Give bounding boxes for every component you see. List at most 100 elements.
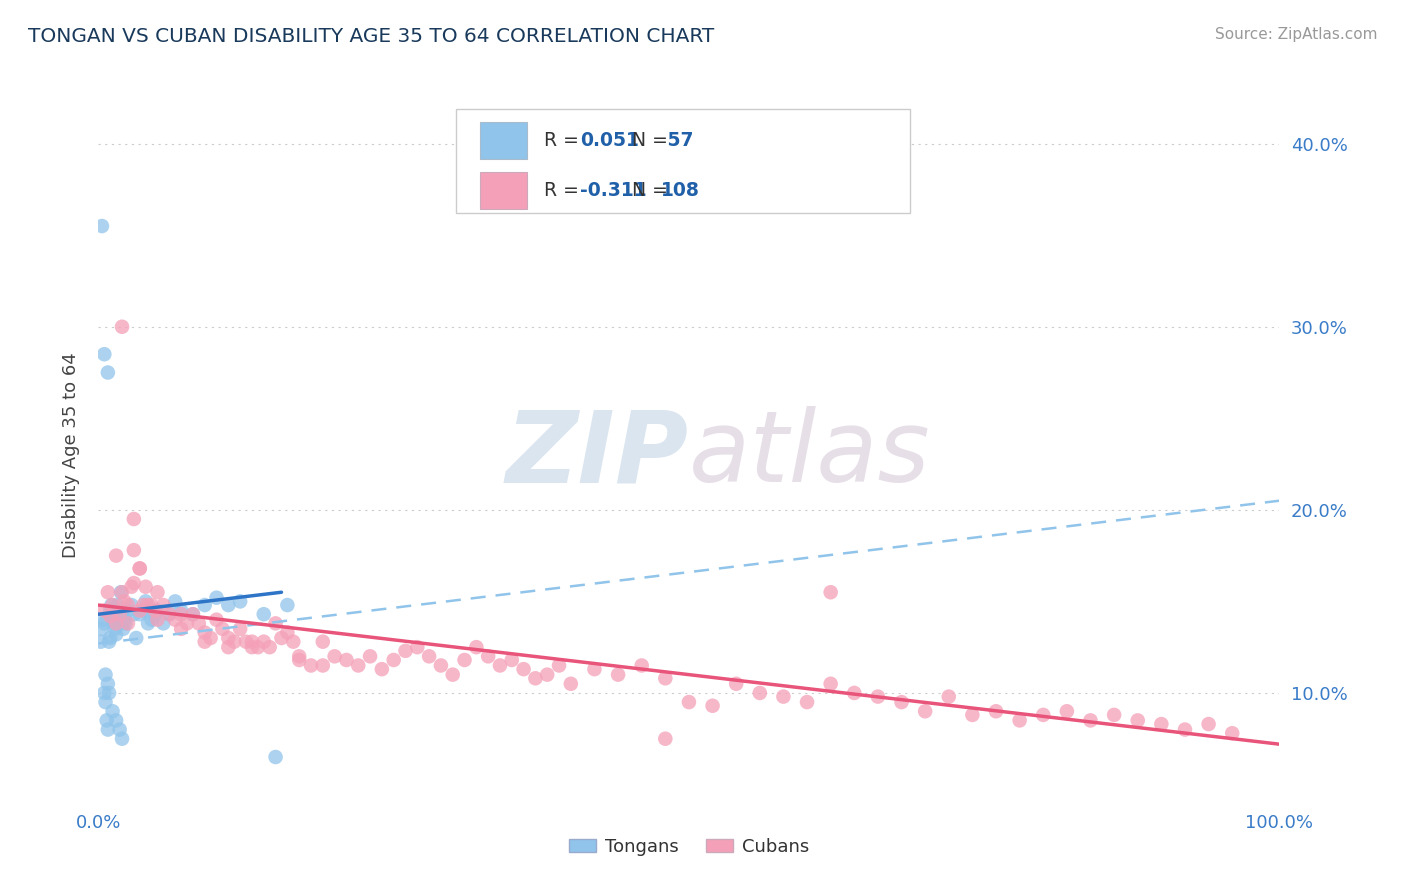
Point	[1174, 723, 1197, 737]
Point	[725, 677, 748, 691]
Point	[122, 543, 145, 558]
Point	[194, 625, 217, 640]
Point	[335, 653, 357, 667]
Point	[264, 616, 287, 631]
Point	[217, 631, 239, 645]
Point	[108, 723, 131, 737]
Point	[205, 613, 228, 627]
Point	[98, 609, 121, 624]
Point	[107, 609, 129, 624]
Point	[477, 649, 499, 664]
Point	[101, 613, 124, 627]
Text: -0.311: -0.311	[579, 181, 647, 200]
Point	[94, 695, 117, 709]
Point	[678, 695, 700, 709]
Point	[1008, 714, 1031, 728]
Point	[93, 347, 115, 361]
Point	[962, 707, 984, 722]
Point	[1080, 714, 1102, 728]
Point	[347, 658, 370, 673]
Point	[98, 603, 121, 617]
Point	[914, 704, 936, 718]
Text: 0.051: 0.051	[579, 131, 638, 150]
Point	[194, 634, 217, 648]
Point	[122, 576, 145, 591]
Point	[246, 640, 269, 655]
Point	[371, 662, 394, 676]
Point	[93, 686, 115, 700]
Point	[93, 603, 115, 617]
Point	[264, 750, 287, 764]
Point	[165, 613, 187, 627]
Point	[94, 667, 117, 681]
Point	[97, 677, 120, 691]
Y-axis label: Disability Age 35 to 64: Disability Age 35 to 64	[62, 352, 80, 558]
Point	[141, 613, 163, 627]
Text: ZIP: ZIP	[506, 407, 689, 503]
Point	[181, 607, 204, 622]
Text: R =: R =	[544, 181, 585, 200]
Point	[512, 662, 534, 676]
Point	[105, 616, 128, 631]
Point	[654, 731, 676, 746]
Point	[111, 731, 134, 746]
Text: R =: R =	[544, 131, 585, 150]
Point	[101, 704, 124, 718]
Point	[97, 723, 120, 737]
Point	[128, 603, 150, 617]
Point	[430, 658, 453, 673]
Point	[117, 603, 139, 617]
Text: atlas: atlas	[689, 407, 931, 503]
Point	[938, 690, 960, 704]
Point	[100, 598, 122, 612]
Point	[104, 622, 127, 636]
Point	[136, 616, 159, 631]
Point	[441, 667, 464, 681]
Point	[122, 512, 145, 526]
Point	[548, 658, 571, 673]
Point	[181, 607, 204, 622]
Point	[283, 634, 305, 648]
Point	[229, 622, 252, 636]
Point	[97, 366, 120, 380]
Point	[187, 616, 209, 631]
Point	[702, 698, 724, 713]
Point	[465, 640, 488, 655]
Point	[1102, 707, 1125, 722]
Point	[146, 603, 169, 617]
Point	[105, 598, 128, 612]
Point	[98, 631, 121, 645]
Point	[108, 616, 131, 631]
Text: N =: N =	[620, 181, 673, 200]
Point	[122, 607, 145, 622]
Point	[112, 594, 135, 608]
Point	[170, 622, 193, 636]
Point	[270, 631, 292, 645]
Point	[276, 598, 298, 612]
Point	[1198, 717, 1220, 731]
Point	[359, 649, 381, 664]
Point	[418, 649, 440, 664]
Point	[91, 613, 114, 627]
Point	[299, 658, 322, 673]
Point	[108, 607, 131, 622]
Point	[165, 594, 187, 608]
Point	[524, 671, 547, 685]
Point	[217, 598, 239, 612]
Point	[630, 658, 652, 673]
Point	[235, 634, 257, 648]
Point	[217, 640, 239, 655]
Point	[844, 686, 866, 700]
Text: Source: ZipAtlas.com: Source: ZipAtlas.com	[1215, 27, 1378, 42]
Point	[98, 686, 121, 700]
Point	[146, 585, 169, 599]
Point	[211, 622, 233, 636]
Point	[276, 625, 298, 640]
Point	[323, 649, 346, 664]
Point	[205, 591, 228, 605]
Point	[125, 631, 148, 645]
Point	[157, 607, 180, 622]
Point	[382, 653, 405, 667]
Point	[112, 613, 135, 627]
Legend: Tongans, Cubans: Tongans, Cubans	[561, 831, 817, 863]
